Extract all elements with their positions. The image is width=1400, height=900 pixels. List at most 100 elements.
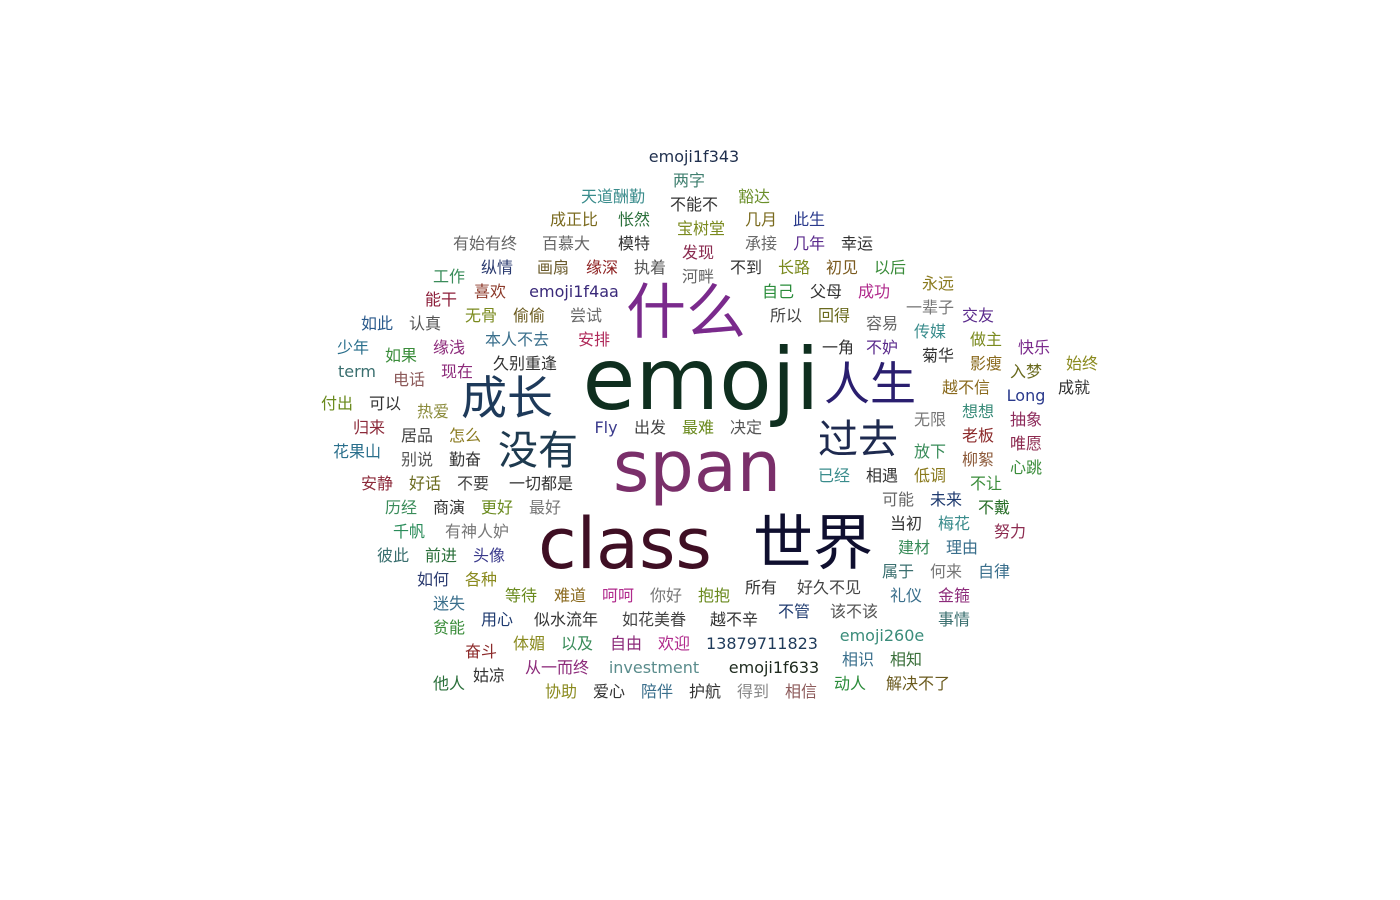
cloud-word: 越不信 — [941, 378, 991, 397]
cloud-word: 电话 — [392, 370, 426, 389]
cloud-word: 付出 — [320, 394, 354, 413]
cloud-word: 你好 — [649, 586, 683, 605]
cloud-word: 自律 — [977, 562, 1011, 581]
cloud-word: 可能 — [881, 490, 915, 509]
cloud-word: 豁达 — [737, 187, 771, 206]
cloud-word: 迷失 — [432, 594, 466, 613]
cloud-word: 无骨 — [464, 306, 498, 325]
cloud-word: 属于 — [881, 562, 915, 581]
cloud-word: 永远 — [921, 274, 955, 293]
cloud-word: 入梦 — [1009, 362, 1043, 381]
cloud-word: 事情 — [937, 610, 971, 629]
cloud-word: 陪伴 — [640, 682, 674, 701]
cloud-word: 如花美眷 — [621, 610, 687, 629]
cloud-word: 缘深 — [585, 258, 619, 277]
cloud-word: 更好 — [480, 498, 514, 517]
cloud-word: investment — [608, 658, 700, 677]
cloud-word: 菊华 — [921, 346, 955, 365]
cloud-word: 本人不去 — [484, 330, 550, 349]
cloud-word: 发现 — [681, 243, 715, 262]
cloud-word: 父母 — [809, 282, 843, 301]
cloud-word: Long — [1006, 386, 1046, 405]
cloud-word: 回得 — [817, 306, 851, 325]
cloud-word: 努力 — [993, 522, 1027, 541]
cloud-word: 认真 — [408, 314, 442, 333]
cloud-word: 相知 — [889, 650, 923, 669]
cloud-word: 呵呵 — [601, 586, 635, 605]
cloud-word: emoji1f633 — [728, 658, 820, 677]
cloud-word: 贫能 — [432, 618, 466, 637]
cloud-word: 决定 — [729, 418, 763, 437]
cloud-word: 一角 — [821, 338, 855, 357]
cloud-word: 好久不见 — [796, 578, 862, 597]
cloud-word: 不戴 — [977, 498, 1011, 517]
cloud-word: 如何 — [416, 570, 450, 589]
cloud-word: 不能不 — [669, 195, 719, 214]
cloud-word: 护航 — [688, 682, 722, 701]
cloud-word: 用心 — [480, 610, 514, 629]
cloud-word: 历经 — [384, 498, 418, 517]
cloud-word: 如此 — [360, 314, 394, 333]
cloud-word: 始终 — [1065, 354, 1099, 373]
cloud-word: 不管 — [777, 602, 811, 621]
cloud-word: 最好 — [528, 498, 562, 517]
cloud-word: 出发 — [633, 418, 667, 437]
cloud-word: 心跳 — [1009, 458, 1043, 477]
cloud-word: 不妒 — [865, 338, 899, 357]
cloud-word: 头像 — [472, 546, 506, 565]
cloud-word: 人生 — [824, 357, 916, 411]
cloud-word: 长路 — [777, 258, 811, 277]
cloud-word: 什么 — [626, 278, 746, 348]
cloud-word: 不到 — [729, 258, 763, 277]
cloud-word: 前进 — [424, 546, 458, 565]
cloud-word: 似水流年 — [533, 610, 599, 629]
cloud-word: 无限 — [913, 410, 947, 429]
cloud-word: 天道酬勤 — [580, 187, 646, 206]
cloud-word: 工作 — [432, 267, 466, 286]
cloud-word: 纵情 — [480, 258, 514, 277]
cloud-word: 一辈子 — [905, 298, 955, 317]
cloud-word: 动人 — [833, 674, 867, 693]
cloud-word: 抽象 — [1009, 410, 1043, 429]
cloud-word: 梅花 — [937, 514, 971, 533]
cloud-word: 两字 — [672, 171, 706, 190]
cloud-word: 好话 — [408, 474, 442, 493]
cloud-word: 有始有终 — [452, 234, 518, 253]
cloud-word: 从一而终 — [524, 658, 590, 677]
cloud-word: 老板 — [961, 426, 995, 445]
cloud-word: 理由 — [945, 538, 979, 557]
cloud-word: Fly — [594, 418, 618, 437]
cloud-word: 容易 — [865, 314, 899, 333]
cloud-word: 低调 — [913, 466, 947, 485]
cloud-word: 执着 — [633, 258, 667, 277]
cloud-word: 花果山 — [332, 442, 382, 461]
cloud-word: 偷偷 — [512, 306, 546, 325]
cloud-word: 河畔 — [681, 267, 715, 286]
cloud-word: emoji1f343 — [648, 147, 740, 166]
cloud-word: 金箍 — [937, 586, 971, 605]
cloud-word: 爱心 — [592, 682, 626, 701]
cloud-word: span — [612, 426, 782, 508]
cloud-word: 当初 — [889, 514, 923, 533]
cloud-word: 不让 — [969, 474, 1003, 493]
cloud-word: 各种 — [464, 570, 498, 589]
cloud-word: 建材 — [897, 538, 931, 557]
cloud-word: 所以 — [769, 306, 803, 325]
cloud-word: 成长 — [461, 371, 553, 425]
cloud-word: 交友 — [961, 306, 995, 325]
cloud-word: 解决不了 — [885, 674, 951, 693]
cloud-word: 奋斗 — [464, 642, 498, 661]
cloud-word: 影瘦 — [969, 354, 1003, 373]
cloud-word: 世界 — [753, 509, 873, 579]
cloud-word: 以及 — [560, 634, 594, 653]
cloud-word: 此生 — [792, 210, 826, 229]
cloud-word: 不要 — [456, 474, 490, 493]
cloud-word: 千帆 — [392, 522, 426, 541]
cloud-word: 协助 — [544, 682, 578, 701]
cloud-word: 缘浅 — [432, 338, 466, 357]
cloud-word: 传媒 — [913, 322, 947, 341]
cloud-word: 成就 — [1057, 378, 1091, 397]
cloud-word: 放下 — [913, 442, 947, 461]
cloud-word: term — [338, 362, 376, 381]
